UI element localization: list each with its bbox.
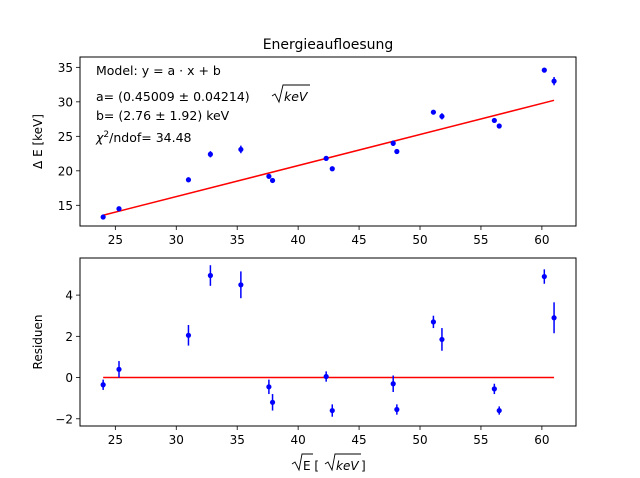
bottom-data-point bbox=[116, 366, 122, 372]
x-label-e: E [ bbox=[303, 459, 319, 473]
top-data-marks bbox=[100, 67, 557, 220]
bottom-x-ticks: 25 30 35 40 45 50 55 60 bbox=[108, 426, 550, 447]
top-axes-frame bbox=[79, 56, 577, 227]
top-data-point bbox=[116, 206, 122, 212]
bottom-data-point bbox=[496, 407, 502, 414]
bottom-data-point bbox=[491, 386, 497, 392]
bottom-data-point bbox=[430, 319, 437, 325]
annotation-chi2: χ2/ndof= 34.48 bbox=[95, 130, 192, 145]
top-data-point bbox=[541, 67, 547, 73]
bottom-data-point bbox=[390, 381, 396, 387]
annotation-a-unit: keV bbox=[284, 89, 309, 104]
top-data-point bbox=[496, 123, 502, 129]
x-label-main: E [ bbox=[303, 459, 319, 473]
top-x-tick-label: 50 bbox=[412, 233, 427, 247]
annotation-model: Model: y = a · x + b bbox=[96, 63, 221, 78]
x-label-sqrt-sign-2 bbox=[324, 453, 361, 472]
bottom-data-point bbox=[551, 315, 557, 321]
bottom-data-point bbox=[439, 336, 445, 343]
top-y-tick-label: 20 bbox=[58, 164, 73, 178]
top-x-tick-label: 30 bbox=[169, 233, 184, 247]
bottom-x-tick-label: 25 bbox=[108, 433, 123, 447]
bottom-x-tick-label: 55 bbox=[473, 433, 488, 447]
top-data-point bbox=[394, 148, 400, 155]
x-label-unit: keV bbox=[336, 459, 359, 473]
bottom-data-point bbox=[207, 272, 213, 279]
top-x-tick-label: 60 bbox=[534, 233, 549, 247]
bottom-data-point bbox=[394, 406, 400, 413]
top-data-point bbox=[100, 214, 106, 220]
bottom-y-tick-label: 0 bbox=[65, 371, 73, 385]
annotation-chi-exponent: 2 bbox=[103, 130, 109, 140]
annotation-b: b= (2.76 ± 1.92) keV bbox=[96, 108, 230, 123]
bottom-x-tick-label: 40 bbox=[291, 433, 306, 447]
top-data-point bbox=[269, 177, 276, 184]
bottom-axes: 25 30 35 40 45 50 55 60 −2 0 2 4 Residuen E [ keV … bbox=[31, 257, 577, 473]
chart-title: Energieaufloesung bbox=[263, 37, 394, 53]
x-label-sqrt-sign-1 bbox=[291, 453, 313, 472]
x-label-close: ] bbox=[361, 459, 366, 473]
bottom-x-tick-label: 50 bbox=[412, 433, 427, 447]
top-x-tick-label: 35 bbox=[230, 233, 245, 247]
bottom-data-point bbox=[100, 382, 106, 388]
fit-annotation: Model: y = a · x + b a= (0.45009 ± 0.042… bbox=[95, 63, 310, 145]
bottom-y-axis-label: Residuen bbox=[31, 315, 45, 370]
bottom-data-point bbox=[269, 399, 276, 405]
bottom-x-tick-label: 60 bbox=[534, 433, 549, 447]
bottom-axes-frame bbox=[79, 257, 577, 427]
top-x-ticks: 25 30 35 40 45 50 55 60 bbox=[108, 226, 550, 247]
top-data-point bbox=[439, 113, 445, 119]
annotation-a-sqrt-sign bbox=[271, 84, 310, 104]
top-y-tick-label: 25 bbox=[58, 130, 73, 144]
top-data-point bbox=[430, 109, 437, 115]
bottom-data-point bbox=[185, 332, 192, 338]
annotation-chi-rest: /ndof= 34.48 bbox=[109, 130, 191, 145]
annotation-a-text: a= (0.45009 ± 0.04214) bbox=[96, 89, 250, 104]
top-data-point bbox=[266, 173, 272, 179]
top-data-point bbox=[390, 140, 396, 146]
top-data-point bbox=[323, 155, 329, 161]
top-x-tick-label: 25 bbox=[108, 233, 123, 247]
top-x-tick-label: 55 bbox=[473, 233, 488, 247]
top-data-point bbox=[238, 146, 244, 153]
top-y-tick-label: 15 bbox=[58, 199, 73, 213]
top-data-point bbox=[491, 117, 497, 124]
bottom-x-tick-label: 30 bbox=[169, 433, 184, 447]
bottom-data-marks bbox=[100, 265, 557, 417]
bottom-y-tick-label: 2 bbox=[65, 330, 73, 344]
annotation-chi-symbol: χ bbox=[95, 130, 104, 145]
bottom-x-tick-label: 35 bbox=[230, 433, 245, 447]
top-x-tick-label: 40 bbox=[291, 233, 306, 247]
top-data-point bbox=[207, 151, 213, 157]
top-y-axis-label: Δ E [keV] bbox=[31, 114, 45, 169]
bottom-x-tick-label: 45 bbox=[351, 433, 366, 447]
annotation-a: a= (0.45009 ± 0.04214) bbox=[96, 89, 250, 104]
bottom-data-point bbox=[266, 384, 272, 390]
bottom-data-point bbox=[238, 282, 244, 288]
bottom-y-ticks: −2 0 2 4 bbox=[55, 289, 80, 426]
bottom-data-point bbox=[541, 273, 547, 280]
top-axes: Energieaufloesung 25 30 35 40 45 50 55 60 15 20 2… bbox=[31, 37, 577, 247]
annotation-a-sqrt: keV bbox=[271, 84, 310, 104]
top-y-tick-label: 30 bbox=[58, 95, 73, 109]
top-data-point bbox=[551, 78, 557, 84]
top-y-tick-label: 35 bbox=[58, 61, 73, 75]
top-y-ticks: 15 20 25 30 35 bbox=[58, 61, 80, 213]
top-data-point bbox=[329, 166, 335, 172]
top-x-tick-label: 45 bbox=[351, 233, 366, 247]
bottom-y-tick-label: −2 bbox=[55, 412, 73, 426]
top-data-point bbox=[185, 177, 192, 183]
bottom-data-point bbox=[329, 407, 335, 414]
bottom-data-point bbox=[323, 373, 329, 380]
bottom-y-tick-label: 4 bbox=[65, 289, 73, 303]
bottom-x-axis-label: E [ keV ] bbox=[291, 453, 366, 473]
